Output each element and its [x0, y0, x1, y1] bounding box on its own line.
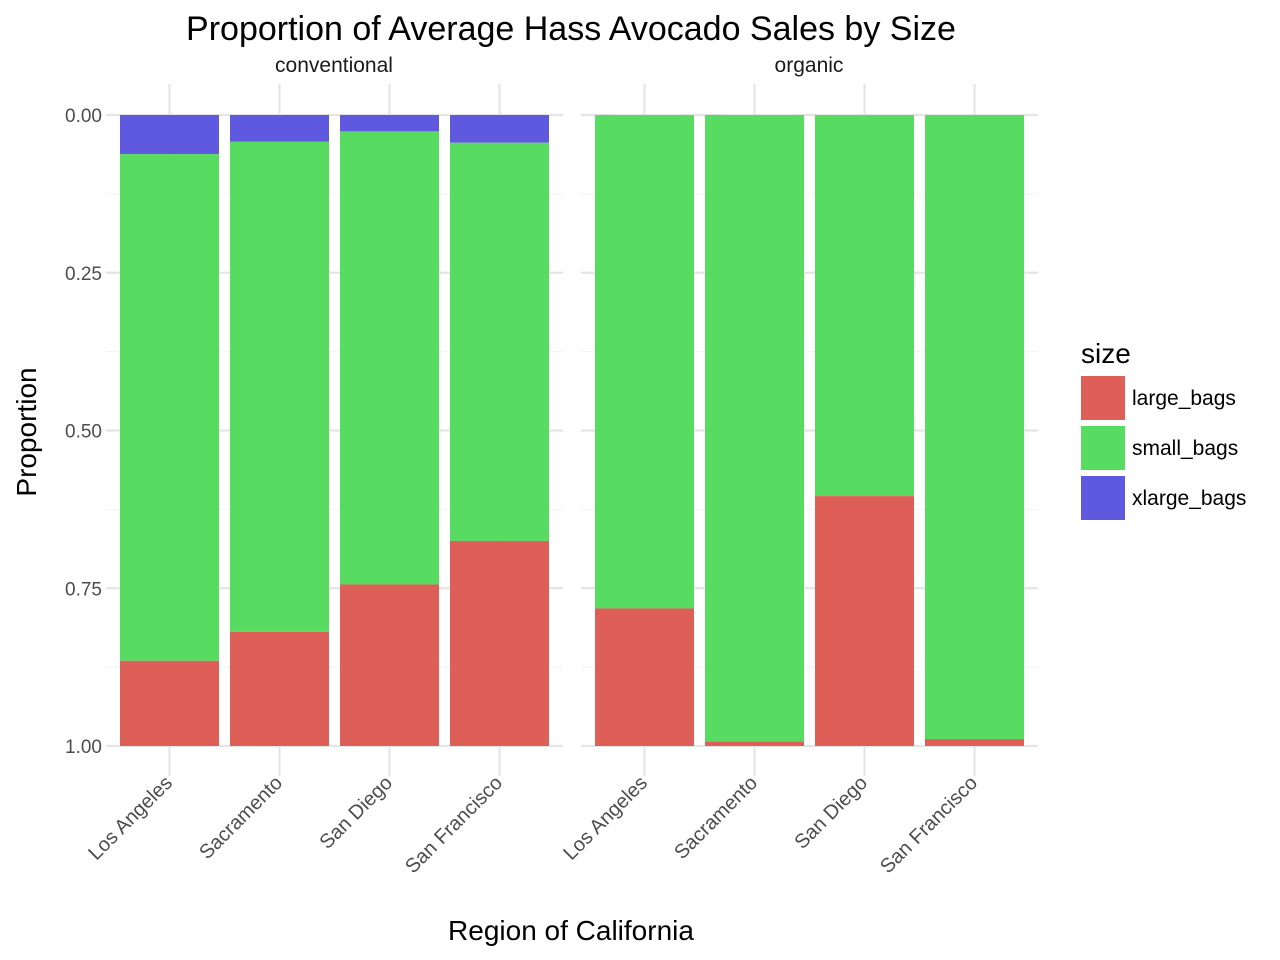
x-tick-label: San Francisco: [876, 772, 982, 878]
x-axis-title: Region of California: [448, 915, 694, 946]
bar-conventional-san-francisco-xlarge-bags: [450, 115, 549, 143]
x-tick-label: San Francisco: [401, 772, 507, 878]
legend-label-xlarge-bags: xlarge_bags: [1132, 487, 1246, 510]
bar-conventional-los-angeles-xlarge-bags: [120, 115, 219, 155]
bar-conventional-san-diego-xlarge-bags: [340, 115, 439, 132]
y-axis-title: Proportion: [11, 367, 42, 496]
x-tick-label: Sacramento: [195, 772, 287, 864]
bar-layer: [120, 115, 1024, 746]
bar-conventional-sacramento-xlarge-bags: [230, 115, 329, 142]
legend-title: size: [1081, 338, 1131, 369]
bar-conventional-los-angeles-large-bags: [120, 660, 219, 746]
bar-conventional-san-francisco-small-bags: [450, 142, 549, 541]
legend-swatch-small-bags: [1081, 426, 1125, 470]
legend-swatch-xlarge-bags: [1081, 476, 1125, 520]
x-axis-ticks: Los Angeles Sacramento San Diego San Franci…: [84, 772, 982, 878]
bar-organic-sacramento-small-bags: [705, 115, 804, 742]
bar-conventional-san-francisco-large-bags: [450, 540, 549, 746]
bar-conventional-los-angeles-small-bags: [120, 154, 219, 661]
y-axis-ticks: 0.00 0.25 0.50 0.75 1.00: [65, 106, 102, 758]
bar-organic-san-francisco-small-bags: [925, 115, 1024, 740]
legend: size large_bags small_bags xlarge_bags: [1081, 338, 1246, 520]
y-tick-label: 0.75: [65, 579, 102, 600]
y-tick-label: 0.50: [65, 422, 102, 443]
bar-conventional-sacramento-large-bags: [230, 631, 329, 746]
bar-organic-los-angeles-small-bags: [595, 115, 694, 609]
chart-title: Proportion of Average Hass Avocado Sales…: [186, 10, 956, 48]
y-tick-label: 1.00: [65, 737, 102, 758]
legend-label-small-bags: small_bags: [1132, 437, 1238, 460]
facet-label-conventional: conventional: [275, 54, 393, 77]
bar-organic-san-diego-large-bags: [815, 496, 914, 746]
bar-organic-san-diego-small-bags: [815, 115, 914, 497]
y-tick-label: 0.00: [65, 106, 102, 127]
x-tick-label: San Diego: [790, 772, 872, 854]
bar-conventional-san-diego-large-bags: [340, 584, 439, 746]
y-tick-label: 0.25: [65, 264, 102, 285]
bar-organic-los-angeles-large-bags: [595, 608, 694, 746]
x-tick-label: Sacramento: [670, 772, 762, 864]
bar-conventional-sacramento-small-bags: [230, 141, 329, 632]
legend-swatch-large-bags: [1081, 376, 1125, 420]
bar-organic-sacramento-large-bags: [705, 741, 804, 746]
bar-conventional-san-diego-small-bags: [340, 131, 439, 585]
facet-label-organic: organic: [775, 54, 844, 77]
x-tick-label: Los Angeles: [559, 772, 652, 865]
x-tick-label: San Diego: [315, 772, 397, 854]
x-tick-label: Los Angeles: [84, 772, 177, 865]
bar-organic-san-francisco-large-bags: [925, 739, 1024, 746]
legend-label-large-bags: large_bags: [1132, 387, 1236, 410]
